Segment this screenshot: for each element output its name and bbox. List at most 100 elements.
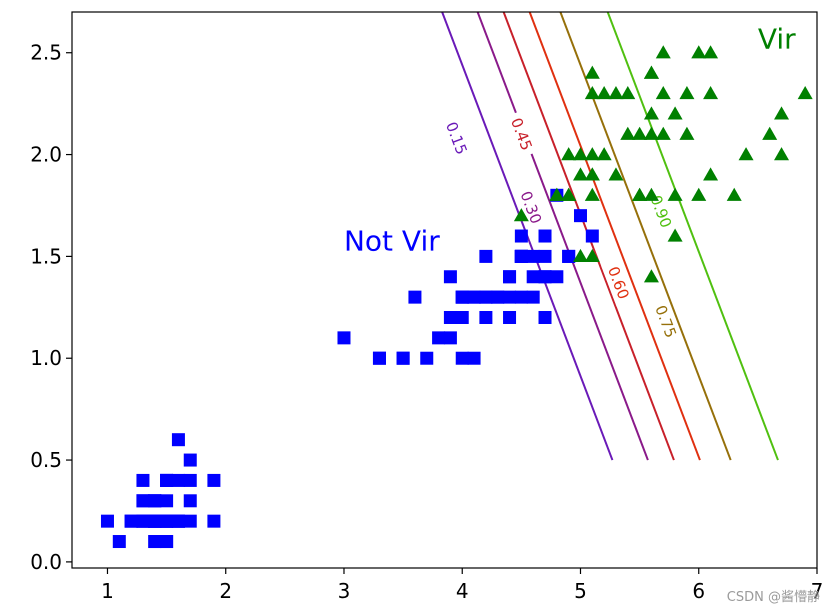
y-tick-label: 1.0 [30, 346, 62, 370]
x-tick-label: 7 [811, 579, 824, 603]
data-point-triangle [797, 85, 813, 100]
data-point-triangle [572, 147, 588, 161]
data-point-triangle [572, 248, 588, 263]
data-point-square [372, 351, 386, 365]
x-tick-label: 2 [219, 579, 232, 603]
data-point-triangle [632, 126, 648, 140]
data-point-square [526, 270, 540, 284]
class-annotations: Not Vir Vir [344, 23, 796, 258]
data-point-triangle [655, 45, 671, 59]
data-point-square [503, 270, 517, 284]
contour-label-background [601, 258, 636, 307]
contour-label-background [513, 183, 548, 232]
data-point-triangle [762, 126, 778, 140]
data-point-triangle [703, 45, 719, 59]
series-not-vir [100, 188, 599, 549]
data-point-triangle [774, 106, 790, 120]
data-point-square [160, 535, 174, 549]
y-tick-label: 2.0 [30, 143, 62, 167]
data-point-square [443, 310, 457, 324]
data-point-square [479, 310, 493, 324]
data-point-triangle [584, 167, 600, 181]
data-point-square [491, 290, 505, 304]
data-point-square [514, 229, 528, 243]
data-point-triangle [584, 147, 600, 161]
axes: 1 2 3 4 5 6 7 0.0 0.5 1.0 1.5 2.0 2.5 [30, 11, 824, 603]
data-point-triangle [561, 187, 577, 201]
data-point-square [455, 351, 469, 365]
data-point-square [100, 514, 114, 528]
x-tick-label: 3 [338, 579, 351, 603]
data-point-square [183, 514, 197, 528]
data-point-square [443, 270, 457, 284]
data-point-square [455, 290, 469, 304]
contour-label-background [504, 110, 539, 159]
data-point-square [148, 494, 162, 508]
data-point-triangle [703, 167, 719, 181]
data-point-triangle [596, 85, 612, 100]
data-point-triangle [691, 45, 707, 59]
data-point-square [148, 535, 162, 549]
contour-line-0.30 [476, 12, 649, 461]
x-tick-label: 5 [574, 579, 587, 603]
contour-label-background [648, 297, 683, 346]
data-point-square [171, 433, 185, 447]
x-tick-label: 1 [101, 579, 114, 603]
data-point-square [443, 331, 457, 345]
data-point-triangle [643, 106, 659, 120]
data-point-square [455, 310, 469, 324]
data-point-triangle [596, 147, 612, 161]
x-tick-label: 6 [692, 579, 705, 603]
data-point-square [408, 290, 422, 304]
data-point-square [148, 514, 162, 528]
data-point-square [526, 249, 540, 263]
data-point-square [573, 209, 587, 223]
watermark-text: CSDN @酱懵静 [727, 590, 820, 605]
data-point-triangle [620, 126, 636, 140]
data-point-square [136, 494, 150, 508]
data-point-square [538, 270, 552, 284]
data-point-square [585, 229, 599, 243]
data-point-square [160, 514, 174, 528]
annotation-vir: Vir [758, 23, 796, 56]
plot-frame [71, 11, 818, 569]
y-tick-label: 1.5 [30, 244, 62, 268]
data-point-triangle [584, 65, 600, 79]
data-point-square [503, 290, 517, 304]
data-point-square [112, 535, 126, 549]
data-point-triangle [679, 85, 695, 100]
data-point-square [467, 351, 481, 365]
data-point-triangle [679, 126, 695, 140]
data-point-square [432, 331, 446, 345]
data-point-square [136, 514, 150, 528]
data-point-triangle [655, 126, 671, 140]
data-point-square [562, 249, 576, 263]
data-point-square [136, 473, 150, 487]
y-tick-label: 2.5 [30, 41, 62, 65]
annotation-not-vir: Not Vir [344, 224, 440, 257]
contour-label-background [439, 114, 474, 163]
data-point-square [171, 514, 185, 528]
data-point-triangle [691, 187, 707, 201]
data-point-square [183, 453, 197, 467]
data-point-triangle [774, 147, 790, 161]
data-point-triangle [643, 187, 659, 201]
data-point-square [183, 494, 197, 508]
y-tick-label: 0.0 [30, 550, 62, 574]
data-point-triangle [584, 187, 600, 201]
data-point-square [550, 270, 564, 284]
data-point-triangle [572, 167, 588, 181]
data-point-triangle [549, 187, 565, 201]
data-point-square [160, 494, 174, 508]
data-point-square [479, 249, 493, 263]
data-point-triangle [632, 187, 648, 201]
data-point-square [479, 290, 493, 304]
data-point-square [207, 473, 221, 487]
data-point-triangle [584, 248, 600, 263]
data-point-square [207, 514, 221, 528]
data-point-square [514, 249, 528, 263]
data-point-triangle [608, 85, 624, 100]
data-point-square [420, 351, 434, 365]
data-point-square [124, 514, 138, 528]
